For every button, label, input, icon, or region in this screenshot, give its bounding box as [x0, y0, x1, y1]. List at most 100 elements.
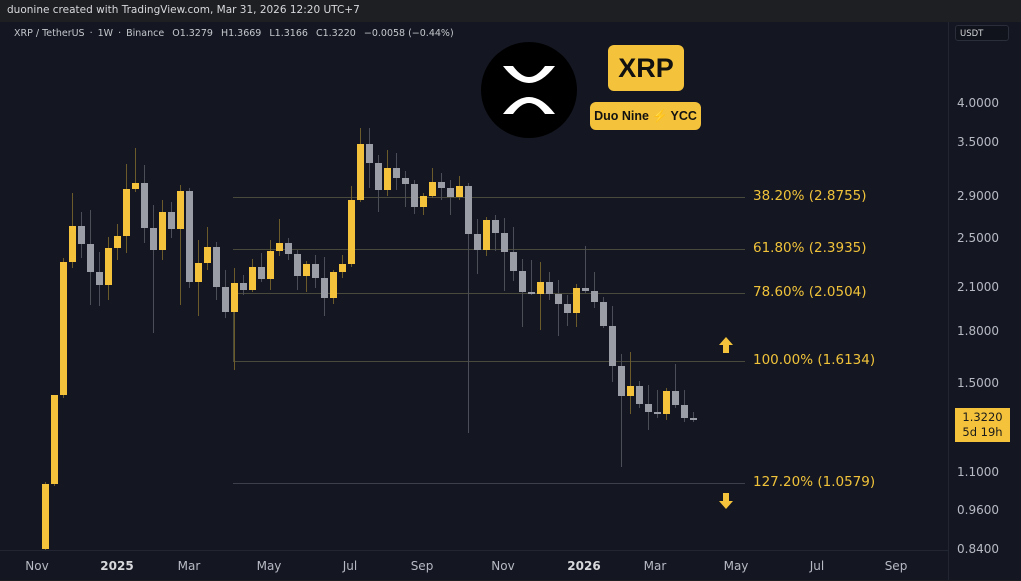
candle — [663, 391, 670, 414]
org-name: YCC — [670, 109, 697, 123]
coin-badge: XRP — [608, 45, 684, 91]
candle — [114, 236, 121, 248]
symbol-name[interactable]: XRP / TetherUS — [14, 28, 85, 39]
candle — [600, 302, 607, 326]
xrp-x-icon — [503, 66, 555, 114]
candle — [555, 294, 562, 304]
time-tick: Nov — [491, 559, 515, 573]
candle — [501, 233, 508, 252]
arrow-up-icon — [719, 337, 733, 353]
candle — [276, 243, 283, 251]
candle — [375, 163, 382, 190]
candle — [510, 252, 517, 271]
candle — [87, 244, 94, 272]
ohlc-open: O1.3279 — [172, 28, 213, 39]
candle — [429, 182, 436, 196]
candle — [357, 144, 364, 200]
time-tick: Sep — [884, 559, 908, 573]
candle — [312, 264, 319, 278]
candle — [672, 391, 679, 405]
candle — [321, 278, 328, 298]
bar-countdown: 5d 19h — [962, 425, 1003, 439]
lightning-icon: ⚡ — [651, 109, 668, 123]
chart-frame[interactable]: XRP / TetherUS · 1W · Binance O1.3279 H1.366… — [0, 22, 1021, 580]
candle — [240, 283, 247, 290]
candlestick-chart — [42, 128, 745, 550]
price-tick: 0.9600 — [957, 503, 999, 517]
fib-label-78: 78.60% (2.0504) — [753, 284, 867, 300]
candle — [636, 386, 643, 404]
time-tick: Mar — [177, 559, 201, 573]
candle — [582, 288, 589, 291]
candle — [645, 404, 652, 412]
xrp-logo — [481, 42, 577, 138]
candle — [366, 144, 373, 163]
candle — [330, 272, 337, 298]
candle — [177, 191, 184, 229]
candle — [60, 262, 67, 395]
candle — [267, 251, 274, 279]
candle — [528, 292, 535, 294]
candle — [69, 226, 76, 262]
price-axis[interactable]: USDT 4.0000 3.5000 2.9000 2.5000 2.1000 1.800… — [948, 22, 1021, 580]
ohlc-low: L1.3166 — [269, 28, 308, 39]
interval[interactable]: 1W — [97, 28, 114, 39]
author-name: Duo Nine — [594, 109, 649, 123]
candle — [159, 212, 166, 250]
ohlc-close: C1.3220 — [315, 28, 356, 39]
candle — [474, 234, 481, 250]
candle — [168, 212, 175, 229]
candle — [348, 200, 355, 264]
price-tick: 2.1000 — [957, 280, 999, 294]
time-tick: Sep — [410, 559, 434, 573]
price-change: −0.0058 (−0.44%) — [363, 28, 454, 39]
candle — [294, 254, 301, 276]
currency-button[interactable]: USDT — [955, 25, 1009, 41]
time-tick: Jul — [342, 559, 358, 573]
candle — [384, 168, 391, 190]
time-axis[interactable]: Nov 2025 Mar May Jul Sep Nov 2026 Mar May Jul Sep — [0, 550, 948, 581]
candle — [411, 184, 418, 207]
time-tick: May — [256, 559, 282, 573]
candle — [258, 267, 265, 279]
candle — [438, 182, 445, 188]
candle — [573, 288, 580, 313]
fib-label-61: 61.80% (2.3935) — [753, 240, 867, 256]
candle — [690, 418, 697, 420]
candle — [222, 287, 229, 312]
time-tick: Nov — [25, 559, 49, 573]
candle — [51, 395, 58, 484]
author-badge: Duo Nine ⚡ YCC — [590, 102, 701, 130]
candle — [123, 189, 130, 236]
creator-credit: duonine created with TradingView.com, Ma… — [7, 4, 360, 16]
candle — [393, 168, 400, 178]
price-tick: 0.8400 — [957, 542, 999, 556]
candle — [591, 291, 598, 302]
candle — [420, 196, 427, 207]
time-tick: Jul — [809, 559, 825, 573]
candle — [465, 186, 472, 234]
ohlc-high: H1.3669 — [220, 28, 262, 39]
candle — [564, 304, 571, 313]
plot-area[interactable]: XRP / TetherUS · 1W · Binance O1.3279 H1.366… — [0, 22, 948, 550]
price-tick: 1.5000 — [957, 376, 999, 390]
fib-label-38: 38.20% (2.8755) — [753, 188, 867, 204]
price-tick: 2.9000 — [957, 189, 999, 203]
time-tick: May — [723, 559, 749, 573]
candle — [609, 326, 616, 366]
candle — [249, 267, 256, 290]
price-tick: 3.5000 — [957, 135, 999, 149]
candle — [627, 386, 634, 396]
candle — [681, 405, 688, 418]
candle — [537, 282, 544, 294]
candle — [285, 243, 292, 254]
candle — [492, 220, 499, 233]
candle — [204, 247, 211, 263]
candle — [654, 412, 661, 414]
candle — [519, 271, 526, 292]
candle — [132, 183, 139, 189]
candle — [186, 191, 193, 282]
symbol-legend: XRP / TetherUS · 1W · Binance O1.3279 H1.366… — [14, 28, 454, 39]
candle — [141, 183, 148, 228]
candle — [231, 283, 238, 312]
